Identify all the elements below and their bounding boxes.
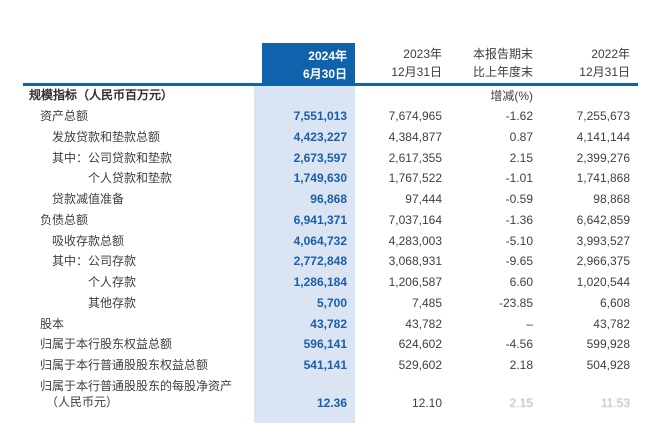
row-label: 股本: [40, 316, 65, 331]
value-prev-year: 7,674,965: [388, 109, 442, 124]
value-prev2-year: 4,141,144: [576, 129, 630, 144]
column-header-change: 本报告期末 比上年度末: [472, 47, 533, 79]
value-prev-year: 4,283,003: [388, 233, 442, 248]
value-current: 43,782: [310, 316, 347, 331]
value-current: 4,064,732: [293, 233, 347, 248]
value-current: 4,423,227: [293, 129, 347, 144]
table-body: 规模指标（人民币百万元） 增减(%) 资产总额 7,551,013 7,674,96…: [23, 85, 638, 414]
value-change-pct: -0.59: [505, 192, 533, 207]
value-current: 2,673,597: [293, 150, 347, 165]
value-change-pct: -1.01: [505, 171, 533, 186]
table-row: 发放贷款和垫款总额 4,423,227 4,384,877 0.87 4,141,144: [23, 127, 638, 148]
value-current: 12.36: [316, 395, 347, 410]
table-row: 其中：公司贷款和垫款 2,673,597 2,617,355 2.15 2,399,27…: [23, 147, 638, 168]
value-change-pct: 2.18: [509, 358, 533, 373]
row-label: 贷款减值准备: [52, 192, 125, 207]
value-change-pct: 2.15: [509, 150, 533, 165]
value-prev2-year: 3,993,527: [576, 233, 630, 248]
value-prev2-year: 1,741,868: [576, 171, 630, 186]
table-row: 个人贷款和垫款 1,749,630 1,767,522 -1.01 1,741,868: [23, 168, 638, 189]
table-row: 个人存款 1,286,184 1,206,587 6.60 1,020,544: [23, 272, 638, 293]
row-label: 个人存款: [88, 275, 137, 290]
value-change-pct: -1.36: [505, 212, 533, 227]
table-row: 资产总额 7,551,013 7,674,965 -1.62 7,255,673: [23, 106, 638, 127]
row-label: 归属于本行普通股股东的每股净资产 （人民币元）: [40, 378, 233, 409]
value-change-pct: 6.60: [509, 275, 533, 290]
value-current: 7,551,013: [293, 109, 347, 124]
table-row: 股本 43,782 43,782 – 43,782: [23, 313, 638, 334]
value-change-pct: -4.56: [505, 337, 533, 352]
change-unit-label: 增减(%): [490, 88, 533, 103]
value-change-pct: -5.10: [505, 233, 533, 248]
value-prev-year: 4,384,877: [388, 129, 442, 144]
value-current: 5,700: [316, 295, 347, 310]
row-label: 其中：公司存款: [52, 254, 137, 269]
value-change-pct: 0.87: [509, 129, 533, 144]
section-header-row: 规模指标（人民币百万元） 增减(%): [23, 85, 638, 106]
row-label: 发放贷款和垫款总额: [52, 129, 161, 144]
value-prev2-year: 504,928: [586, 358, 630, 373]
value-prev-year: 3,068,931: [388, 254, 442, 269]
value-prev2-year: 2,399,276: [576, 150, 630, 165]
value-prev-year: 2,617,355: [388, 150, 442, 165]
value-current: 6,941,371: [293, 212, 347, 227]
table-row: 归属于本行股东权益总额 596,141 624,602 -4.56 599,928: [23, 334, 638, 355]
row-label: 其他存款: [88, 295, 137, 310]
column-header-prev2-year: 2022年 12月31日: [579, 47, 630, 79]
value-current: 96,868: [310, 192, 347, 207]
table-row: 归属于本行普通股股东权益总额 541,141 529,602 2.18 504,928: [23, 355, 638, 376]
column-headers: 2023年 12月31日 本报告期末 比上年度末 2022年 12月31日: [355, 43, 638, 83]
table-row: 负债总额 6,941,371 7,037,164 -1.36 6,642,859: [23, 210, 638, 231]
table-row: 吸收存款总额 4,064,732 4,283,003 -5.10 3,993,527: [23, 230, 638, 251]
value-prev-year: 1,767,522: [388, 171, 442, 186]
value-prev-year: 624,602: [398, 337, 442, 352]
value-prev-year: 529,602: [398, 358, 442, 373]
column-header-prev-year: 2023年 12月31日: [391, 47, 442, 79]
value-prev-year: 1,206,587: [388, 275, 442, 290]
section-title: 规模指标（人民币百万元）: [29, 88, 174, 103]
current-period-column-highlight: [254, 85, 355, 423]
row-label: 负债总额: [40, 212, 89, 227]
value-change-pct: -23.85: [498, 295, 533, 310]
value-prev-year: 12.10: [411, 395, 442, 410]
value-change-pct: –: [526, 316, 533, 331]
value-prev2-year: 7,255,673: [576, 109, 630, 124]
column-header-current-line2: 6月30日: [302, 66, 347, 81]
value-prev2-year: 11.53: [600, 395, 630, 410]
column-header-current-period: 2024年 6月30日: [262, 43, 355, 86]
value-current: 1,749,630: [293, 171, 347, 186]
row-label: 个人贷款和垫款: [88, 171, 173, 186]
value-prev2-year: 6,642,859: [576, 212, 630, 227]
value-change-pct: -9.65: [505, 254, 533, 269]
value-prev-year: 43,782: [405, 316, 442, 331]
value-change-pct: -1.62: [505, 109, 533, 124]
value-prev2-year: 2,966,375: [576, 254, 630, 269]
value-prev-year: 7,485: [411, 295, 442, 310]
value-prev2-year: 6,608: [599, 295, 630, 310]
table-row: 贷款减值准备 96,868 97,444 -0.59 98,868: [23, 189, 638, 210]
table-row: 归属于本行普通股股东的每股净资产 （人民币元） 12.36 12.10 2.15 11.5…: [23, 376, 638, 414]
table-row: 其他存款 5,700 7,485 -23.85 6,608: [23, 293, 638, 314]
value-change-pct: 2.15: [509, 395, 533, 410]
value-prev-year: 97,444: [405, 192, 442, 207]
column-header-current-line1: 2024年: [308, 48, 347, 63]
row-label: 其中：公司贷款和垫款: [52, 150, 173, 165]
row-label: 归属于本行股东权益总额: [40, 337, 173, 352]
value-prev2-year: 1,020,544: [576, 275, 630, 290]
row-label: 资产总额: [40, 109, 89, 124]
value-prev-year: 7,037,164: [388, 212, 442, 227]
value-prev2-year: 599,928: [586, 337, 630, 352]
value-current: 1,286,184: [293, 275, 347, 290]
value-current: 541,141: [303, 358, 347, 373]
row-label: 吸收存款总额: [52, 233, 125, 248]
row-label: 归属于本行普通股股东权益总额: [40, 358, 209, 373]
value-prev2-year: 43,782: [593, 316, 630, 331]
value-prev2-year: 98,868: [593, 192, 630, 207]
value-current: 596,141: [303, 337, 347, 352]
value-current: 2,772,848: [293, 254, 347, 269]
table-row: 其中：公司存款 2,772,848 3,068,931 -9.65 2,966,375: [23, 251, 638, 272]
